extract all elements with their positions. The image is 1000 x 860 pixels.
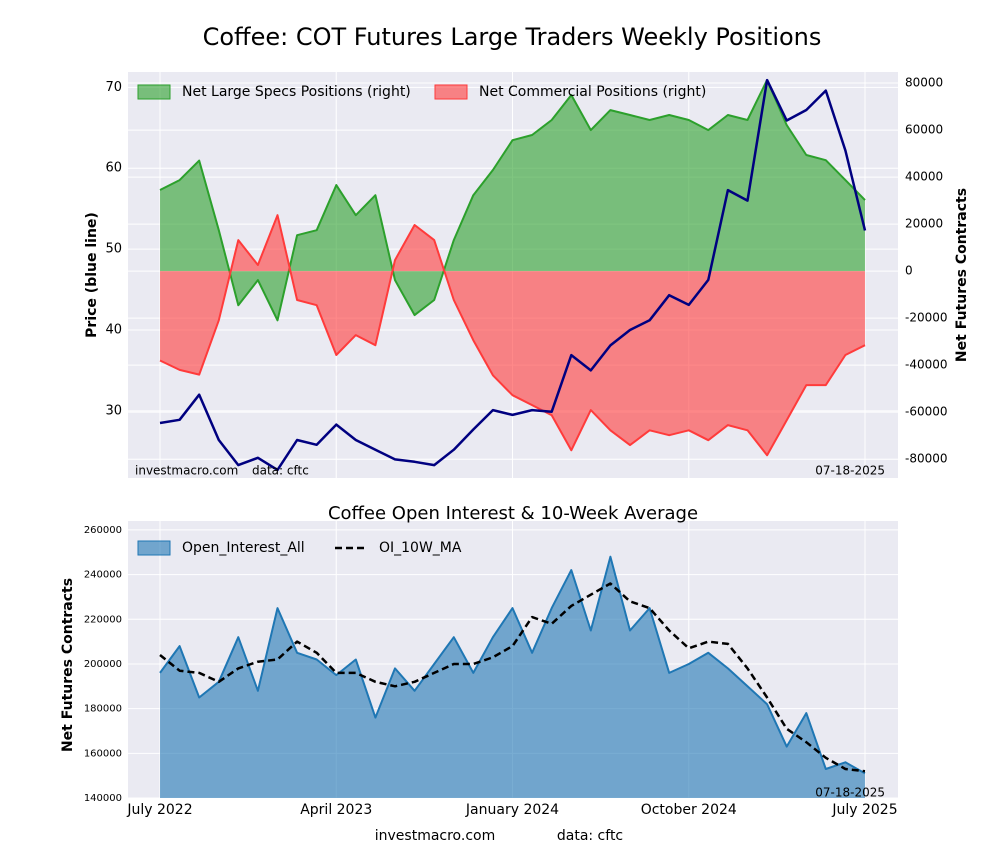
y-tick-label: 180000 <box>84 704 122 715</box>
y-axis-label: Net Futures Contracts <box>60 578 76 752</box>
y2-tick-label: -20000 <box>905 311 948 325</box>
legend-swatch <box>434 84 468 100</box>
y-tick-label: 60 <box>105 161 122 176</box>
y2-axis-label: Net Futures Contracts <box>954 188 970 362</box>
x-tick-label: April 2023 <box>300 802 372 818</box>
y2-tick-label: -40000 <box>905 358 948 372</box>
area-fill <box>160 215 865 456</box>
y-tick-label: 260000 <box>84 525 122 536</box>
y2-tick-label: 0 <box>905 264 913 278</box>
series-group <box>159 78 867 472</box>
chart-title: Coffee Open Interest & 10-Week Average <box>328 503 698 524</box>
annotation: investmacro.com <box>135 464 238 478</box>
y2-tick-label: 40000 <box>905 170 943 184</box>
legend-swatch <box>137 540 171 556</box>
y-tick-label: 50 <box>105 242 122 257</box>
annotation: 07-18-2025 <box>815 464 885 478</box>
y-tick-label: 220000 <box>84 614 122 625</box>
y2-tick-label: -60000 <box>905 405 948 419</box>
line <box>159 78 867 472</box>
y-tick-label: 70 <box>105 80 122 95</box>
x-tick-label: January 2024 <box>465 802 559 818</box>
legend-swatch <box>137 84 171 100</box>
line <box>159 582 866 773</box>
annotation: 07-18-2025 <box>815 786 885 800</box>
area-line <box>159 79 866 322</box>
y-tick-label: 200000 <box>84 659 122 670</box>
series-group <box>159 555 866 798</box>
y-tick-label: 30 <box>105 403 122 418</box>
y2-tick-label: -80000 <box>905 452 948 466</box>
area-fill <box>160 80 865 321</box>
footer-data: data: cftc <box>557 828 623 844</box>
y-axis-label: Price (blue line) <box>84 212 100 338</box>
y2-tick-label: 80000 <box>905 76 943 90</box>
y-tick-label: 140000 <box>84 793 122 804</box>
page-title: Coffee: COT Futures Large Traders Weekly… <box>203 23 822 51</box>
footer-source: investmacro.com <box>375 828 495 844</box>
area-line <box>159 555 866 775</box>
y2-tick-label: 60000 <box>905 123 943 137</box>
area-line <box>159 214 866 457</box>
area-fill <box>160 556 865 798</box>
x-tick-label: July 2022 <box>126 802 192 818</box>
y-tick-label: 40 <box>105 322 122 337</box>
y-tick-label: 160000 <box>84 748 122 759</box>
legend-label: Net Large Specs Positions (right) <box>182 84 411 100</box>
x-tick-label: October 2024 <box>641 802 737 818</box>
x-tick-label: July 2025 <box>831 802 897 818</box>
y-tick-label: 240000 <box>84 570 122 581</box>
legend-label: OI_10W_MA <box>379 540 462 556</box>
y2-tick-label: 20000 <box>905 217 943 231</box>
annotation: data: cftc <box>252 464 309 478</box>
legend-label: Open_Interest_All <box>182 540 305 556</box>
legend-label: Net Commercial Positions (right) <box>479 84 706 100</box>
